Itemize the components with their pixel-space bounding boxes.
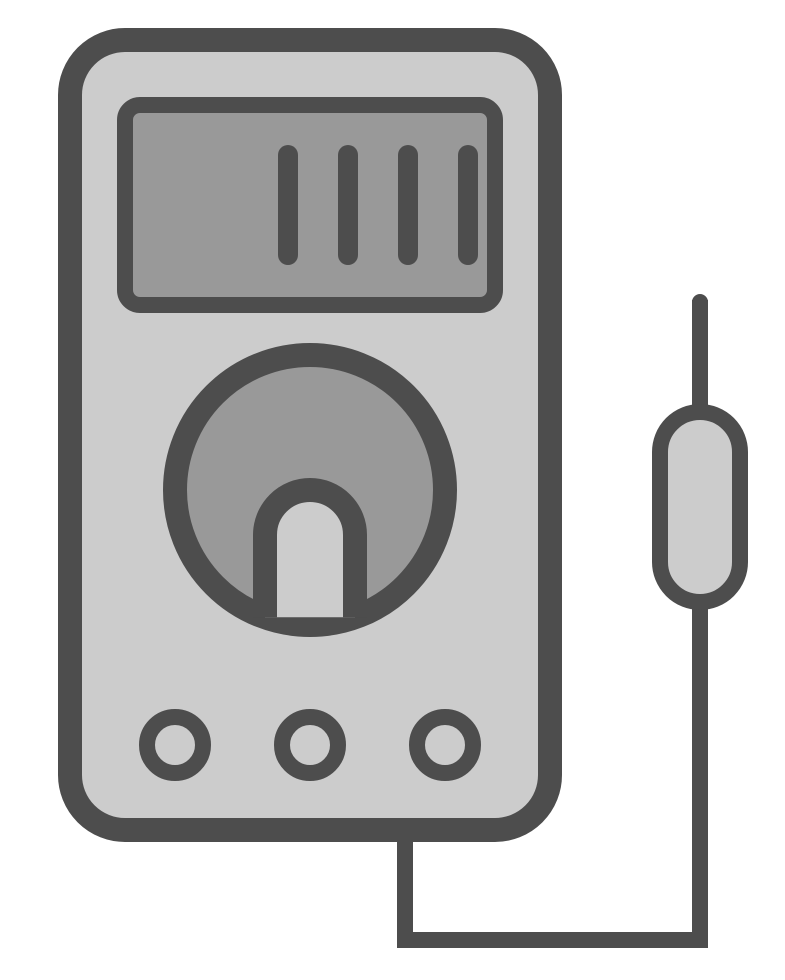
port-jack [282,717,338,773]
port-jack [147,717,203,773]
port-jack [417,717,473,773]
input-ports [147,717,473,773]
probe-handle [660,412,740,602]
multimeter-icon [0,0,785,980]
dial-knob [265,490,355,617]
display-screen [125,105,495,305]
